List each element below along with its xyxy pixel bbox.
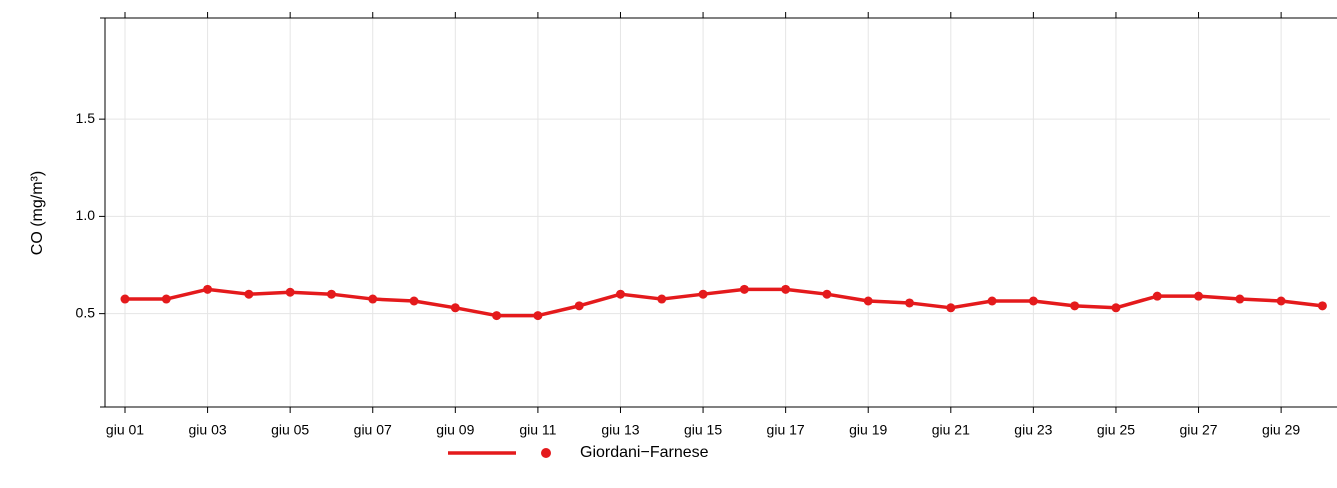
data-point bbox=[946, 303, 956, 313]
data-point bbox=[450, 303, 460, 313]
legend-item: Giordani−Farnese bbox=[448, 444, 709, 461]
data-point bbox=[781, 284, 791, 294]
data-point bbox=[533, 311, 543, 321]
x-tick-label: giu 11 bbox=[519, 422, 556, 438]
y-tick-label: 1.0 bbox=[76, 207, 96, 223]
data-line bbox=[125, 287, 1323, 318]
data-point bbox=[574, 301, 584, 311]
data-point bbox=[1235, 294, 1245, 304]
x-tick-label: giu 15 bbox=[684, 422, 722, 438]
x-tick-label: giu 13 bbox=[601, 422, 639, 438]
data-point bbox=[1111, 303, 1121, 313]
x-tick-label: giu 05 bbox=[271, 422, 309, 438]
data-point bbox=[285, 287, 295, 297]
data-point bbox=[409, 296, 419, 306]
data-point bbox=[326, 289, 336, 299]
data-point bbox=[161, 294, 171, 304]
data-point bbox=[698, 289, 708, 299]
data-point bbox=[368, 294, 378, 304]
x-tick-label: giu 17 bbox=[767, 422, 805, 438]
y-tick-label: 1.5 bbox=[76, 110, 96, 126]
x-tick-label: giu 23 bbox=[1014, 422, 1052, 438]
data-point bbox=[863, 296, 873, 306]
data-point bbox=[1152, 291, 1162, 301]
legend-label: Giordani−Farnese bbox=[580, 444, 709, 461]
x-tick-label: giu 21 bbox=[932, 422, 970, 438]
data-point bbox=[1317, 301, 1327, 311]
y-axis-label: CO (mg/m³) bbox=[29, 171, 46, 255]
x-tick-label: giu 29 bbox=[1262, 422, 1300, 438]
data-point bbox=[1276, 296, 1286, 306]
x-tick-label: giu 27 bbox=[1179, 422, 1217, 438]
data-point bbox=[1028, 296, 1038, 306]
data-point bbox=[615, 289, 625, 299]
data-point bbox=[822, 289, 832, 299]
data-point bbox=[1194, 291, 1204, 301]
x-tick-label: giu 01 bbox=[106, 422, 144, 438]
legend-marker bbox=[541, 448, 551, 458]
data-point bbox=[657, 294, 667, 304]
x-tick-label: giu 19 bbox=[849, 422, 887, 438]
data-point bbox=[987, 296, 997, 306]
data-point bbox=[492, 311, 502, 321]
x-tick-label: giu 03 bbox=[189, 422, 227, 438]
x-tick-label: giu 25 bbox=[1097, 422, 1135, 438]
data-point bbox=[905, 298, 915, 308]
y-tick-label: 0.5 bbox=[76, 304, 96, 320]
data-point bbox=[203, 284, 213, 294]
data-point bbox=[244, 289, 254, 299]
x-tick-label: giu 09 bbox=[436, 422, 474, 438]
data-point bbox=[1070, 301, 1080, 311]
data-point bbox=[739, 284, 749, 294]
x-tick-label: giu 07 bbox=[354, 422, 392, 438]
data-point bbox=[120, 294, 130, 304]
